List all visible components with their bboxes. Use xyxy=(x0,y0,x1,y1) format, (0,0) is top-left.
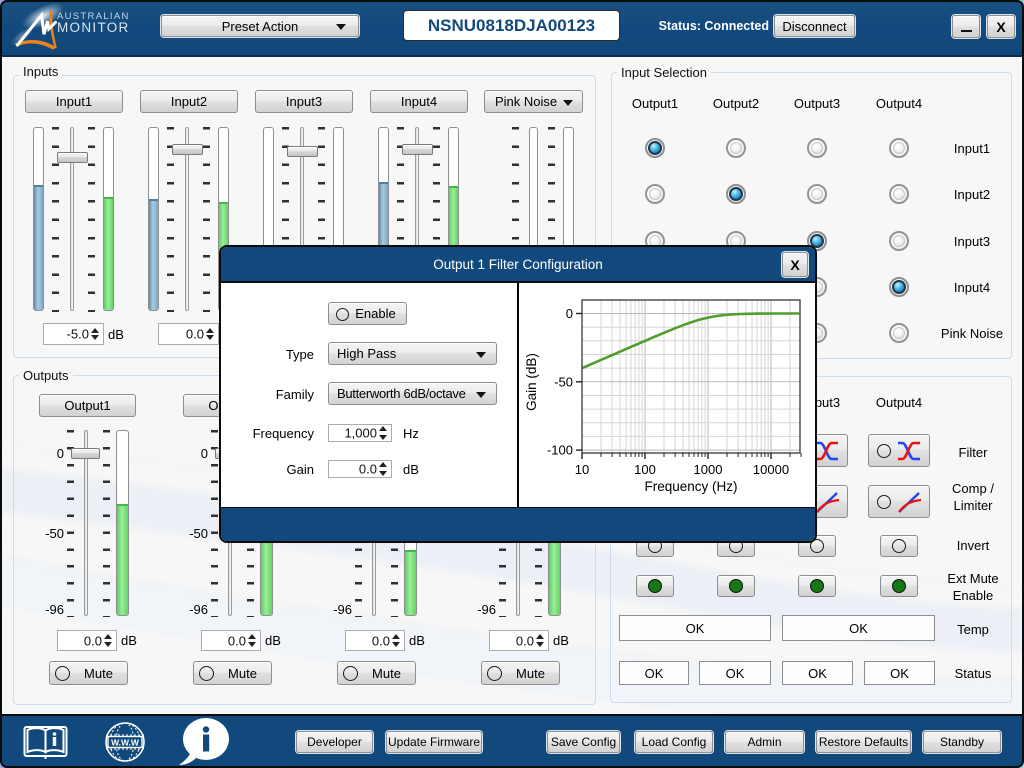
svg-text:10: 10 xyxy=(575,462,589,477)
svg-text:Gain (dB): Gain (dB) xyxy=(524,353,539,411)
svg-text:-50: -50 xyxy=(554,374,573,389)
svg-text:10000: 10000 xyxy=(753,462,789,477)
svg-text:100: 100 xyxy=(634,462,656,477)
svg-text:0: 0 xyxy=(566,306,573,321)
svg-text:MONITOR: MONITOR xyxy=(57,20,130,35)
svg-text:Frequency (Hz): Frequency (Hz) xyxy=(644,479,737,494)
svg-text:AUSTRALIAN: AUSTRALIAN xyxy=(57,11,130,22)
svg-text:W.W.W: W.W.W xyxy=(111,738,140,748)
svg-text:-100: -100 xyxy=(547,443,573,458)
svg-text:1000: 1000 xyxy=(694,462,723,477)
